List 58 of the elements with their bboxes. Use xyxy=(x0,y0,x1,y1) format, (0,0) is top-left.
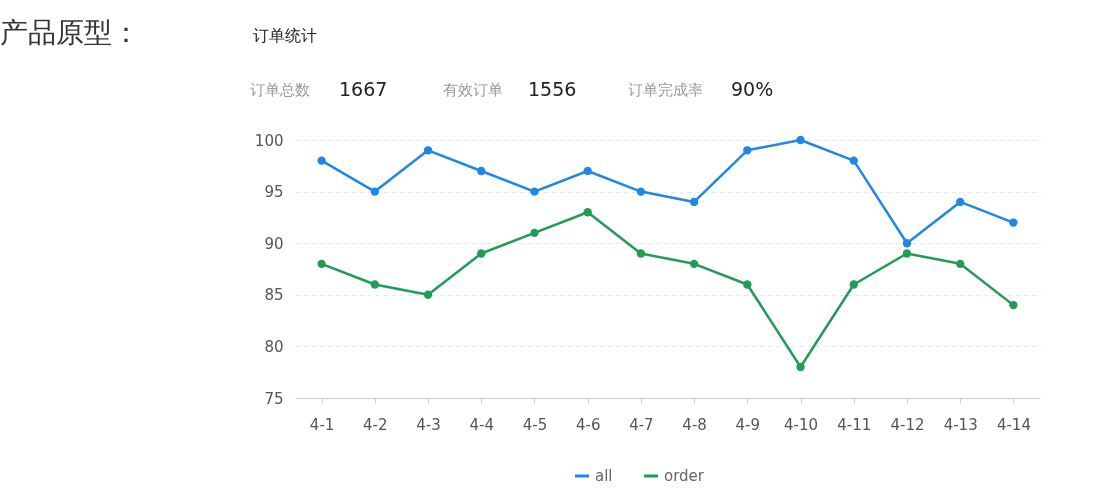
point xyxy=(423,290,433,299)
text: 1667 xyxy=(339,78,388,100)
point xyxy=(689,197,699,207)
point xyxy=(849,280,858,289)
legend-label: all xyxy=(595,467,613,485)
x-tick-label: 4-5 xyxy=(522,415,548,434)
chart-title: 订单统计 xyxy=(253,26,317,47)
x-tick-label: 4-3 xyxy=(416,415,441,434)
point xyxy=(1009,300,1018,310)
x-tick-label: 4-10 xyxy=(784,415,819,434)
y-tick-label: 85 xyxy=(264,286,284,305)
x-tick-label: 4-14 xyxy=(996,415,1031,434)
point xyxy=(477,249,486,258)
x-tick-label: 4-13 xyxy=(943,415,978,434)
legend-label: order xyxy=(664,467,705,485)
point xyxy=(477,166,486,176)
y-tick-label: 95 xyxy=(264,183,284,202)
point xyxy=(743,146,752,155)
point xyxy=(956,259,965,269)
point xyxy=(583,166,592,176)
point xyxy=(423,146,433,155)
x-tick-label: 4-6 xyxy=(575,415,601,434)
point xyxy=(743,280,752,289)
point xyxy=(796,362,805,372)
text: 有效订单 xyxy=(443,81,503,100)
x-tick-label: 4-2 xyxy=(363,415,388,434)
text: 订单总数 xyxy=(250,81,310,100)
point xyxy=(1009,218,1018,227)
x-tick-label: 4-1 xyxy=(309,415,335,434)
y-tick-label: 75 xyxy=(264,389,284,408)
text: 90% xyxy=(731,78,774,100)
text: 1556 xyxy=(528,78,577,100)
x-tick-label: 4-8 xyxy=(682,415,707,434)
point xyxy=(849,156,858,165)
point xyxy=(530,187,539,196)
point xyxy=(530,228,539,238)
point xyxy=(370,187,379,196)
text: 订单完成率 xyxy=(628,81,703,100)
x-tick-label: 4-7 xyxy=(629,415,654,434)
point xyxy=(689,259,699,269)
point xyxy=(636,249,646,258)
point xyxy=(317,259,326,269)
x-tick-label: 4-12 xyxy=(890,415,925,434)
text: 产品原型： xyxy=(0,15,140,51)
y-tick-label: 100 xyxy=(254,131,284,150)
point xyxy=(317,156,326,165)
x-tick-label: 4-4 xyxy=(469,415,494,434)
point xyxy=(902,239,912,248)
x-tick-label: 4-9 xyxy=(735,415,761,434)
point xyxy=(902,249,912,258)
point xyxy=(370,280,379,289)
y-tick-label: 80 xyxy=(264,337,284,356)
point xyxy=(636,187,646,196)
x-tick-label: 4-11 xyxy=(837,415,872,434)
point xyxy=(796,135,805,145)
y-tick-label: 90 xyxy=(264,234,284,253)
point xyxy=(956,197,965,207)
point xyxy=(583,208,592,217)
